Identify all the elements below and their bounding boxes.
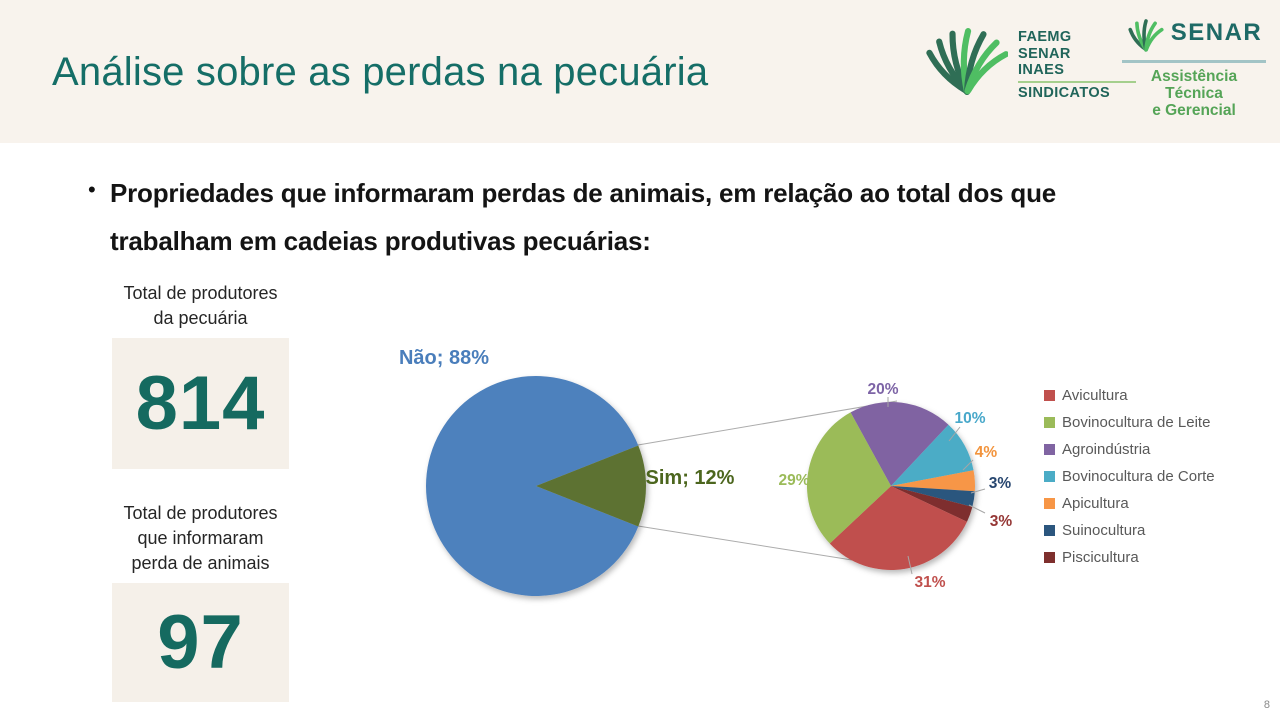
stat-label: Total de produtores que informaram perda… <box>123 503 278 573</box>
chart-legend: Avicultura Bovinocultura de Leite Agroin… <box>1044 382 1215 571</box>
legend-swatch <box>1044 417 1055 428</box>
legend-item: Suinocultura <box>1044 517 1215 544</box>
bullet-marker: • <box>88 177 96 202</box>
label-leader-line <box>968 504 986 514</box>
faemg-logo-line: SENAR <box>1018 45 1071 62</box>
bullet-text: Propriedades que informaram perdas de an… <box>110 178 1057 256</box>
header-band: Análise sobre as perdas na pecuária FAEM… <box>0 0 1280 143</box>
bullet-item: • Propriedades que informaram perdas de … <box>88 170 1148 266</box>
senar-logo-subtitle: e Gerencial <box>1152 101 1236 119</box>
faemg-logo-line: FAEMG <box>1018 29 1072 45</box>
legend-item: Piscicultura <box>1044 544 1215 571</box>
label-leader-line <box>970 488 986 494</box>
pie-slice-bovinocultura-de-corte <box>891 424 974 486</box>
faemg-logo-line: SINDICATOS <box>1018 84 1111 101</box>
legend-item: Bovinocultura de Corte <box>1044 463 1215 490</box>
series-connector-line <box>637 525 853 561</box>
page-title: Análise sobre as perdas na pecuária <box>52 50 709 94</box>
pie-slice-bovinocultura-de-leite <box>807 412 891 544</box>
data-label-apicultura: 4% <box>975 444 998 461</box>
pie-slice-agroindustria <box>850 402 949 486</box>
stat-value: 97 <box>157 600 244 685</box>
legend-swatch <box>1044 444 1055 455</box>
data-label-piscicultura: 3% <box>990 513 1013 530</box>
stat-value-box: 97 <box>112 583 289 702</box>
label-leader-line <box>907 555 913 575</box>
stat-reported-losses: Total de produtores que informaram perda… <box>112 501 289 702</box>
legend-swatch <box>1044 471 1055 482</box>
data-label-bovinocultura-de-leite: 29% <box>778 472 809 489</box>
legend-swatch <box>1044 525 1055 536</box>
pie-slice-piscicultura <box>891 486 973 522</box>
data-label-suinocultura: 3% <box>989 475 1012 492</box>
senar-logo-divider <box>1122 60 1266 63</box>
pie-slice-nao <box>426 375 639 596</box>
senar-logo: SENAR Assistência Técnica e Gerencial <box>1122 12 1266 119</box>
faemg-logo-divider <box>1018 80 1136 83</box>
stat-total-producers: Total de produtores da pecuária 814 <box>112 281 289 469</box>
data-label-sim: Sim; 12% <box>646 467 735 489</box>
faemg-logo: FAEMG SENAR INAES SINDICATOS <box>926 18 1136 102</box>
pie-slice-apicultura <box>891 470 975 492</box>
senar-logo-icon <box>1128 19 1164 52</box>
legend-swatch <box>1044 390 1055 401</box>
page-number: 8 <box>1263 699 1270 711</box>
stat-label: Total de produtores da pecuária <box>123 283 278 328</box>
label-leader-line <box>962 459 974 471</box>
series-connector-line <box>637 400 898 446</box>
stat-value: 814 <box>135 361 266 446</box>
pie-slice-suinocultura <box>891 486 975 507</box>
label-leader-line <box>948 426 961 442</box>
main-pie <box>426 375 646 596</box>
senar-logo-subtitle: Assistência Técnica <box>1150 67 1238 102</box>
pie-slice-avicultura <box>829 486 968 570</box>
legend-item: Apicultura <box>1044 490 1215 517</box>
senar-logo-name: SENAR <box>1170 19 1263 46</box>
legend-item: Agroindústria <box>1044 436 1215 463</box>
data-label-avicultura: 31% <box>914 574 945 591</box>
legend-swatch <box>1044 552 1055 563</box>
data-label-agroindustria: 20% <box>867 381 898 398</box>
legend-item: Bovinocultura de Leite <box>1044 409 1215 436</box>
legend-swatch <box>1044 498 1055 509</box>
data-label-nao: Não; 88% <box>399 347 489 369</box>
faemg-logo-icon <box>926 28 1008 95</box>
stat-value-box: 814 <box>112 338 289 469</box>
data-label-bovinocultura-de-corte: 10% <box>954 410 985 427</box>
legend-item: Avicultura <box>1044 382 1215 409</box>
pie-of-pie-chart: Não; 88% Sim; 12% 20% 10% 4% 3% 3% 31% 29% <box>399 347 1013 596</box>
faemg-logo-line: INAES <box>1018 62 1065 78</box>
pie-slice-sim <box>536 445 646 527</box>
secondary-pie <box>807 402 975 570</box>
